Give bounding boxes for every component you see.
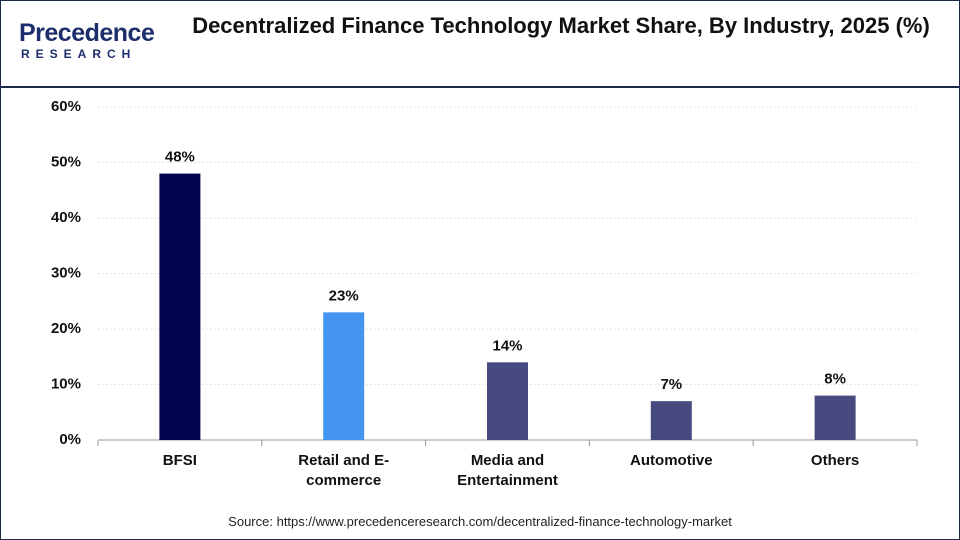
- y-tick-label: 30%: [51, 264, 81, 281]
- y-tick-label: 10%: [51, 375, 81, 392]
- bar: [814, 395, 856, 440]
- y-tick-label: 20%: [51, 320, 81, 337]
- bar: [159, 173, 201, 440]
- x-tick-label: Retail and E-commerce: [298, 452, 390, 489]
- value-label: 48%: [165, 149, 195, 166]
- source: Source: https://www.precedenceresearch.c…: [228, 514, 732, 529]
- value-label: 7%: [660, 376, 682, 393]
- header-rule: [1, 86, 959, 88]
- logo-tagline: RESEARCH: [21, 47, 137, 61]
- value-label: 23%: [329, 287, 359, 304]
- value-label: 8%: [824, 371, 846, 388]
- bar: [487, 362, 528, 440]
- bar: [650, 401, 692, 440]
- x-tick-label: Automotive: [630, 452, 713, 469]
- logo-name: Precedence: [19, 19, 155, 47]
- bar: [323, 312, 365, 440]
- chart-title: Decentralized Finance Technology Market …: [192, 13, 930, 38]
- value-label: 14%: [492, 337, 522, 354]
- y-tick-label: 40%: [51, 209, 81, 226]
- y-tick-label: 0%: [59, 431, 81, 448]
- x-tick-label: Others: [810, 452, 860, 469]
- x-tick-label: Media and Entertainment: [457, 452, 558, 489]
- y-tick-label: 60%: [51, 98, 81, 115]
- y-tick-label: 50%: [51, 153, 81, 170]
- x-tick-label: BFSI: [162, 452, 197, 469]
